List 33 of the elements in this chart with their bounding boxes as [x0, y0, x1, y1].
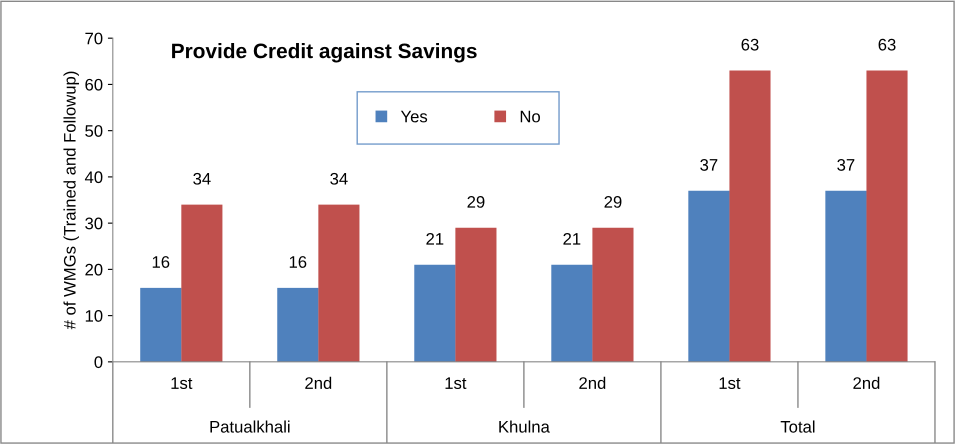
y-axis-title: # of WMGs (Trained and Followup)	[63, 72, 79, 330]
data-label: 29	[468, 196, 484, 208]
data-label: 63	[878, 38, 896, 51]
y-tick-label: 10	[86, 310, 102, 322]
data-label: 34	[330, 172, 348, 185]
x-tick-label: 2nd	[305, 376, 332, 389]
x-tick-label: 1st	[720, 377, 740, 389]
legend-label: Yes	[400, 110, 428, 122]
data-label: 21	[563, 232, 580, 245]
text: Khulna	[499, 420, 550, 433]
data-label: 63	[742, 38, 759, 51]
data-label: 34	[193, 172, 211, 185]
text: Total	[780, 420, 814, 433]
y-tick-label: 30	[85, 218, 102, 230]
data-label: 29	[604, 196, 622, 208]
y-tick-label: 40	[84, 171, 102, 184]
x-tick-label: 1st	[446, 377, 466, 389]
y-tick-label: 0	[94, 356, 102, 368]
legend-label: No	[520, 110, 540, 122]
y-tick-label: 50	[85, 125, 102, 137]
y-tick-label: 60	[85, 78, 102, 91]
y-tick-label: 70	[85, 32, 102, 44]
text: Patualkhali	[210, 420, 290, 433]
data-label: 37	[700, 159, 718, 171]
x-tick-label: 2nd	[853, 376, 880, 389]
x-tick-label: 1st	[171, 377, 192, 389]
x-tick-label: 2nd	[579, 376, 606, 389]
y-tick-label: 20	[85, 264, 102, 276]
data-label: 37	[837, 159, 854, 171]
chart-title: Provide Credit against Savings	[172, 42, 477, 63]
data-label: 16	[290, 256, 306, 268]
data-label: 16	[152, 256, 170, 268]
data-label: 21	[426, 232, 444, 245]
